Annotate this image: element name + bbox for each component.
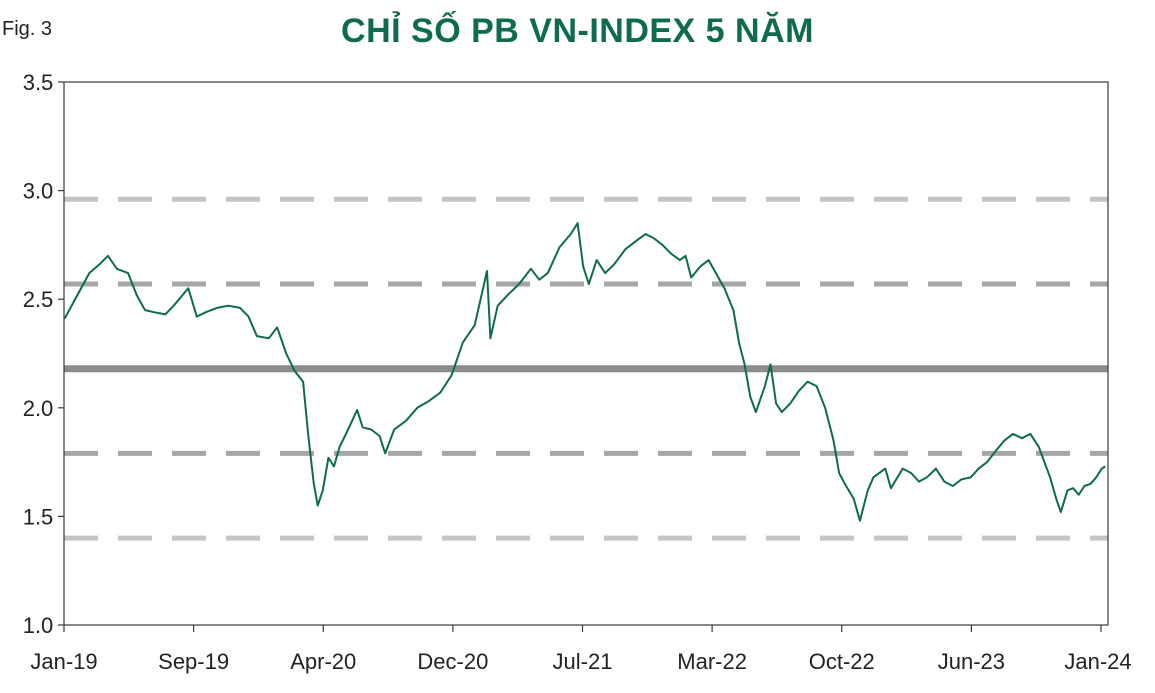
y-tick-label-0: 1.0	[23, 613, 54, 638]
x-tick-label-7: Jun-23	[938, 649, 1005, 674]
y-tick-label-4: 3.0	[23, 179, 54, 204]
chart-title: CHỈ SỐ PB VN-INDEX 5 NĂM	[341, 12, 814, 50]
x-tick-label-0: Jan-19	[30, 649, 97, 674]
y-tick-label-3: 2.5	[23, 287, 54, 312]
series-line-0	[63, 222, 1106, 522]
x-tick-label-1: Sep-19	[158, 649, 229, 674]
reference-lines	[64, 196, 1108, 541]
x-axis: Jan-19 Sep-19 Apr-20 Dec-20 Jul-21 Mar-22 Oct-…	[30, 625, 1132, 674]
y-tick-label-5: 3.5	[23, 70, 54, 95]
x-tick-label-4: Jul-21	[553, 649, 613, 674]
x-tick-label-3: Dec-20	[417, 649, 488, 674]
y-tick-label-1: 1.5	[23, 504, 54, 529]
x-tick-label-6: Oct-22	[809, 649, 875, 674]
x-tick-label-5: Mar-22	[677, 649, 747, 674]
y-tick-label-2: 2.0	[23, 396, 54, 421]
plot-frame	[63, 81, 1109, 626]
y-axis: 1.0 1.5 2.0 2.5 3.0 3.5	[23, 70, 64, 638]
figure-label: Fig. 3	[2, 18, 53, 40]
series-layer	[63, 222, 1106, 522]
x-tick-label-2: Apr-20	[290, 649, 356, 674]
x-tick-label-8: Jan-24	[1064, 649, 1131, 674]
